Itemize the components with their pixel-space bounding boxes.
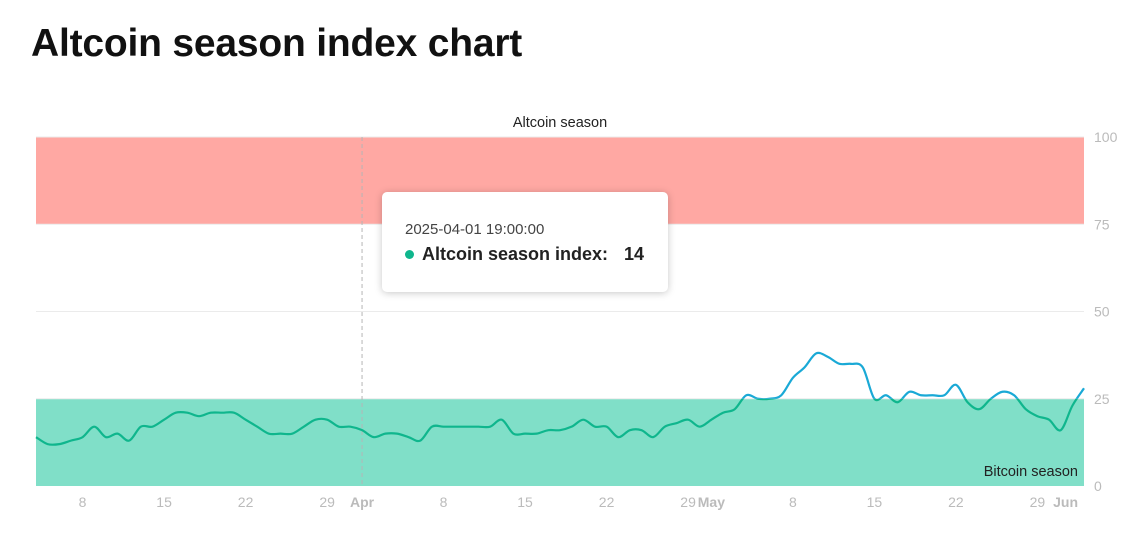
x-tick-label: 15 xyxy=(156,494,172,510)
y-axis-ticks: 0 25 50 75 100 xyxy=(1094,129,1118,494)
x-tick-label: 29 xyxy=(1030,494,1046,510)
x-tick-label: 29 xyxy=(680,494,696,510)
x-tick-label: 8 xyxy=(440,494,448,510)
x-tick-label: 29 xyxy=(319,494,335,510)
altcoin-season-label: Altcoin season xyxy=(513,115,607,131)
series-line-above-zone xyxy=(741,351,1085,399)
tooltip: 2025-04-01 19:00:00 Altcoin season index… xyxy=(382,192,668,292)
x-tick-label: 22 xyxy=(238,494,254,510)
x-tick-label: Jun xyxy=(1053,494,1078,510)
series-dot-icon xyxy=(405,250,414,259)
page-title: Altcoin season index chart xyxy=(31,22,523,65)
x-tick-label: 8 xyxy=(789,494,797,510)
y-tick-label: 100 xyxy=(1094,129,1118,145)
x-tick-label: May xyxy=(698,494,725,510)
y-tick-label: 75 xyxy=(1094,216,1110,232)
band-labels: Altcoin season Bitcoin season xyxy=(513,115,1078,480)
x-axis-ticks: 8 15 22 29 Apr 8 15 22 29 May 8 15 22 29 Jun xyxy=(79,494,1078,510)
x-tick-label: Apr xyxy=(350,494,375,510)
tooltip-label: Altcoin season index: xyxy=(422,244,609,264)
y-tick-label: 0 xyxy=(1094,478,1102,494)
x-tick-label: 15 xyxy=(517,494,533,510)
series-line xyxy=(35,351,1085,446)
tooltip-value: 14 xyxy=(624,244,645,264)
tooltip-date: 2025-04-01 19:00:00 xyxy=(405,221,545,238)
x-tick-label: 22 xyxy=(948,494,964,510)
series-line-bitcoin-zone xyxy=(35,398,1078,446)
y-tick-label: 50 xyxy=(1094,304,1110,320)
tooltip-row: Altcoin season index: 14 xyxy=(405,244,668,265)
bitcoin-season-band xyxy=(36,398,1084,486)
x-tick-label: 15 xyxy=(867,494,883,510)
x-tick-label: 8 xyxy=(79,494,87,510)
bitcoin-season-label: Bitcoin season xyxy=(984,464,1078,480)
y-tick-label: 25 xyxy=(1094,391,1110,407)
x-tick-label: 22 xyxy=(599,494,615,510)
